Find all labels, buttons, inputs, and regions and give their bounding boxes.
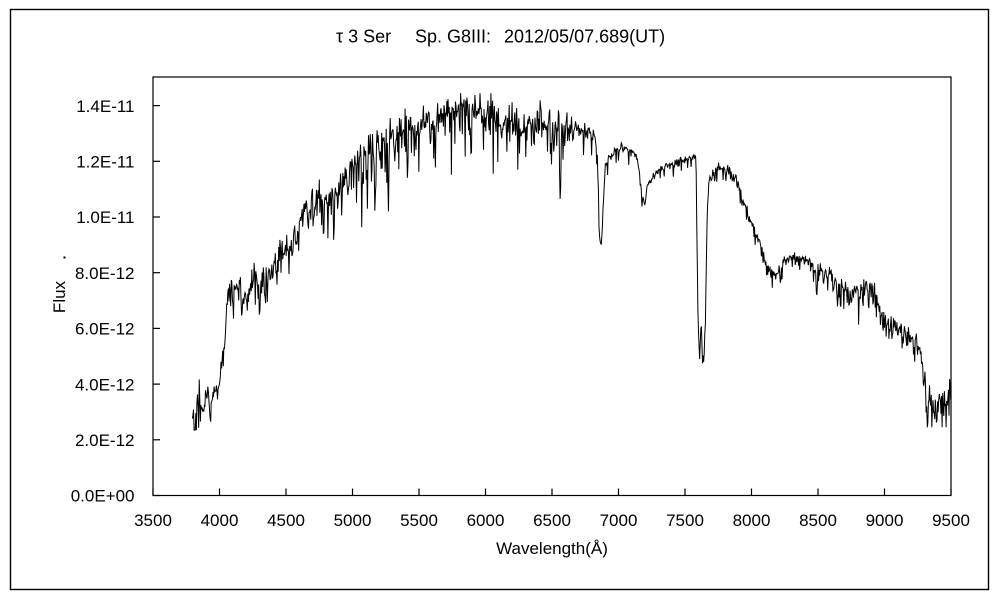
svg-text:5500: 5500	[400, 511, 438, 530]
svg-text:6500: 6500	[533, 511, 571, 530]
svg-text:Sp. G8III:: Sp. G8III:	[415, 27, 491, 47]
svg-text:4.0E-12: 4.0E-12	[75, 375, 135, 394]
svg-text:Flux: Flux	[50, 280, 69, 313]
svg-text:0.0E+00: 0.0E+00	[71, 487, 135, 506]
svg-text:9500: 9500	[932, 511, 970, 530]
svg-text:1.2E-11: 1.2E-11	[76, 153, 134, 172]
svg-text:7500: 7500	[666, 511, 704, 530]
svg-text:9000: 9000	[866, 511, 904, 530]
svg-text:5000: 5000	[334, 511, 372, 530]
svg-text:τ 3 Ser: τ 3 Ser	[336, 27, 391, 47]
svg-text:Wavelength(Å): Wavelength(Å)	[496, 539, 608, 558]
svg-text:8.0E-12: 8.0E-12	[75, 264, 135, 283]
svg-text:4000: 4000	[201, 511, 239, 530]
svg-text:6.0E-12: 6.0E-12	[75, 320, 135, 339]
svg-text:3500: 3500	[134, 511, 172, 530]
svg-text:7000: 7000	[600, 511, 638, 530]
svg-text:2012/05/07.689(UT): 2012/05/07.689(UT)	[504, 27, 665, 47]
svg-text:8500: 8500	[799, 511, 837, 530]
svg-text:1.4E-11: 1.4E-11	[76, 97, 134, 116]
svg-text:6000: 6000	[467, 511, 505, 530]
svg-text:1.0E-11: 1.0E-11	[76, 208, 134, 227]
svg-text:8000: 8000	[733, 511, 771, 530]
svg-text:2.0E-12: 2.0E-12	[75, 431, 135, 450]
svg-text:4500: 4500	[267, 511, 305, 530]
